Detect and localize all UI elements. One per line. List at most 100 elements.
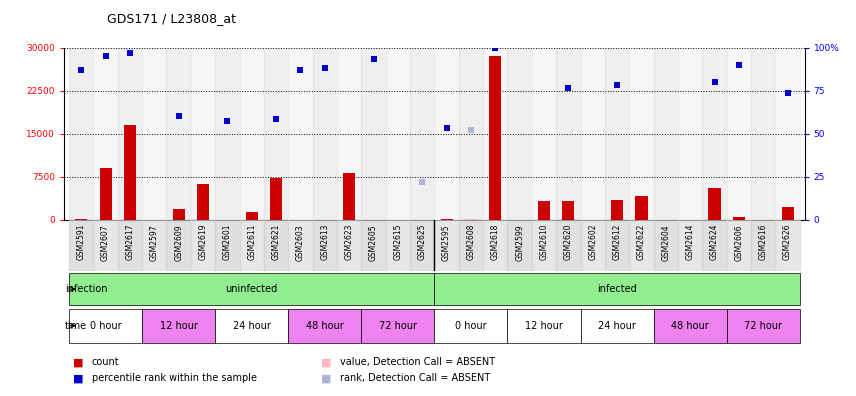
Bar (118, 220, 142, 271)
Bar (605, 220, 629, 271)
Bar (93, 48, 118, 220)
Text: GSM2625: GSM2625 (418, 224, 427, 261)
Text: time: time (65, 321, 86, 331)
Bar (99, 168, 111, 220)
Text: 0 hour: 0 hour (455, 321, 487, 331)
Bar (191, 48, 215, 220)
Bar (654, 220, 678, 271)
Bar (69, 48, 93, 220)
Text: GSM2604: GSM2604 (662, 224, 670, 261)
Bar (556, 220, 580, 271)
Text: ■: ■ (73, 357, 83, 367)
Text: GSM2615: GSM2615 (394, 224, 402, 261)
Text: GSM2623: GSM2623 (345, 224, 354, 261)
Point (610, 82, 624, 88)
Text: 24 hour: 24 hour (598, 321, 636, 331)
Point (270, 116, 283, 122)
Bar (465, 219, 477, 220)
Bar (410, 220, 434, 271)
Text: GSM2624: GSM2624 (710, 224, 719, 261)
Bar (727, 48, 751, 220)
Text: GSM2611: GSM2611 (247, 224, 256, 260)
Bar (702, 48, 727, 220)
Bar (709, 188, 721, 220)
Point (464, 126, 478, 133)
Text: rank, Detection Call = ABSENT: rank, Detection Call = ABSENT (340, 373, 490, 383)
Bar (264, 220, 288, 271)
Point (489, 44, 502, 51)
Bar (733, 217, 745, 220)
Bar (361, 220, 386, 271)
Bar (751, 220, 776, 271)
Text: GSM2614: GSM2614 (686, 224, 695, 261)
Bar (246, 212, 258, 220)
Bar (173, 209, 185, 220)
Text: GSM2603: GSM2603 (296, 224, 305, 261)
Bar (459, 48, 483, 220)
Text: 72 hour: 72 hour (744, 321, 782, 331)
Bar (197, 184, 209, 220)
Text: GSM2618: GSM2618 (490, 224, 500, 260)
Bar (312, 48, 337, 220)
Text: GSM2606: GSM2606 (734, 224, 743, 261)
Bar (635, 196, 647, 220)
Point (74, 67, 88, 74)
Text: GSM2591: GSM2591 (77, 224, 86, 261)
Bar (386, 220, 410, 271)
Point (318, 65, 331, 71)
Bar (629, 220, 654, 271)
Text: GSM2601: GSM2601 (223, 224, 232, 261)
Text: 12 hour: 12 hour (160, 321, 198, 331)
Text: uninfected: uninfected (226, 284, 278, 294)
Text: 48 hour: 48 hour (306, 321, 344, 331)
Text: ■: ■ (321, 373, 331, 383)
Bar (312, 220, 337, 271)
Point (732, 61, 746, 68)
Bar (386, 48, 410, 220)
Point (294, 67, 307, 74)
Text: GSM2597: GSM2597 (150, 224, 159, 261)
Bar (75, 219, 87, 220)
Text: GSM2620: GSM2620 (564, 224, 573, 261)
Point (98, 53, 112, 59)
Bar (240, 220, 264, 271)
Bar (532, 220, 556, 271)
Bar (337, 220, 361, 271)
Bar (69, 309, 142, 343)
Bar (142, 48, 167, 220)
Text: GSM2617: GSM2617 (126, 224, 134, 261)
Text: GSM2621: GSM2621 (271, 224, 281, 260)
Bar (483, 220, 508, 271)
Bar (240, 48, 264, 220)
Bar (288, 220, 312, 271)
Bar (611, 200, 623, 220)
Text: count: count (92, 357, 119, 367)
Bar (556, 48, 580, 220)
Bar (490, 56, 502, 220)
Bar (727, 309, 800, 343)
Bar (215, 220, 240, 271)
Bar (124, 125, 136, 220)
Bar (215, 48, 240, 220)
Bar (776, 48, 800, 220)
Text: GSM2619: GSM2619 (199, 224, 207, 261)
Bar (264, 48, 288, 220)
Text: GDS171 / L23808_at: GDS171 / L23808_at (107, 12, 236, 25)
Bar (751, 48, 776, 220)
Text: ■: ■ (73, 373, 83, 383)
Bar (678, 220, 702, 271)
Bar (532, 48, 556, 220)
Bar (410, 48, 434, 220)
Point (781, 90, 794, 97)
Bar (702, 220, 727, 271)
Point (440, 125, 454, 131)
Text: GSM2605: GSM2605 (369, 224, 378, 261)
Bar (508, 48, 532, 220)
Bar (167, 220, 191, 271)
Text: GSM2608: GSM2608 (467, 224, 475, 261)
Bar (343, 173, 355, 220)
Text: 0 hour: 0 hour (90, 321, 122, 331)
Bar (361, 48, 386, 220)
Bar (142, 220, 167, 271)
Bar (69, 273, 434, 305)
